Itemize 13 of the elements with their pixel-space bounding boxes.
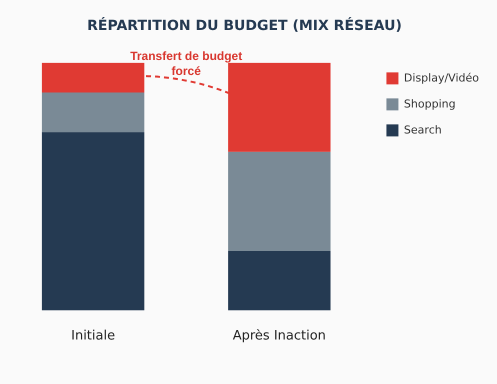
legend-label: Display/Vidéo bbox=[404, 71, 480, 84]
bar bbox=[42, 132, 144, 310]
bar bbox=[42, 92, 144, 132]
bar bbox=[228, 152, 331, 251]
bar bbox=[228, 250, 331, 310]
legend-label: Shopping bbox=[404, 97, 456, 110]
annotation: Transfert de budget forcé bbox=[130, 49, 242, 78]
bar bbox=[42, 62, 144, 93]
chart-title: RÉPARTITION DU BUDGET (MIX RÉSEAU) bbox=[87, 17, 402, 34]
legend-label: Search bbox=[404, 123, 442, 136]
x-tick-label: Après Inaction bbox=[232, 328, 326, 344]
bar bbox=[228, 62, 331, 152]
x-tick-label: Initiale bbox=[71, 328, 116, 344]
